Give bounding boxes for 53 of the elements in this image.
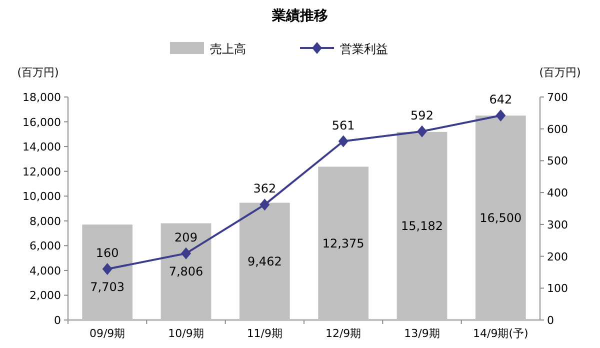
point	[181, 247, 191, 260]
y-tick-label: 12,000	[22, 165, 61, 178]
y-tick-label: 18,000	[22, 91, 61, 104]
data-label: 7,703	[90, 280, 125, 294]
point	[417, 125, 427, 138]
bar	[396, 132, 448, 320]
y-tick-label: 10,000	[22, 190, 61, 204]
data-label: 561	[332, 118, 355, 132]
bar	[160, 223, 212, 320]
y-tick-label: 2,000	[30, 289, 61, 302]
legend-label: 営業利益	[340, 42, 388, 56]
x-tick-label: 11/9期	[246, 327, 283, 340]
y2-tick-label: 700	[547, 91, 568, 104]
y-axis-title: (百万円)	[17, 66, 59, 79]
x-tick-label: 10/9期	[168, 327, 204, 340]
y2-tick-label: 500	[547, 154, 568, 168]
y-tick-label: 8,000	[30, 214, 61, 228]
y-tick-label: 6,000	[30, 240, 61, 253]
x-tick-label: 13/9期	[404, 327, 440, 340]
x-tick-label: 12/9期	[325, 327, 362, 340]
data-label: 15,182	[401, 218, 443, 233]
data-label: 7,806	[168, 264, 204, 279]
x-tick-label: 09/9期	[89, 327, 126, 340]
data-label: 12,375	[322, 236, 364, 250]
data-label: 642	[489, 92, 512, 106]
y-tick-label: 14,000	[22, 140, 61, 154]
y-tick-label: 16,000	[22, 116, 61, 129]
y2-axis-title: (百万円)	[539, 66, 581, 79]
chart-title: 業績推移	[271, 8, 328, 24]
y2-tick-label: 0	[547, 314, 554, 327]
y-tick-label: 4,000	[30, 264, 61, 278]
bar	[239, 202, 290, 320]
y2-tick-label: 400	[547, 186, 568, 200]
y2-tick-label: 100	[547, 282, 568, 296]
data-label: 362	[253, 182, 276, 196]
x-tick-label: 14/9期(予)	[473, 327, 528, 340]
bar	[318, 166, 369, 320]
data-label: 9,462	[247, 254, 282, 268]
data-label: 209	[174, 230, 198, 244]
y2-tick-label: 600	[547, 122, 568, 136]
y2-tick-label: 300	[547, 218, 568, 232]
point	[260, 198, 270, 211]
data-label: 16,500	[480, 210, 522, 225]
data-label: 160	[96, 246, 119, 260]
point	[102, 263, 112, 276]
bar	[475, 116, 526, 320]
legend-label: 売上高	[210, 42, 246, 56]
y2-tick-label: 200	[547, 250, 568, 264]
y-tick-label: 0	[54, 314, 61, 327]
data-label: 592	[410, 108, 434, 122]
bar	[82, 224, 133, 320]
point	[338, 135, 348, 148]
point	[496, 109, 506, 122]
